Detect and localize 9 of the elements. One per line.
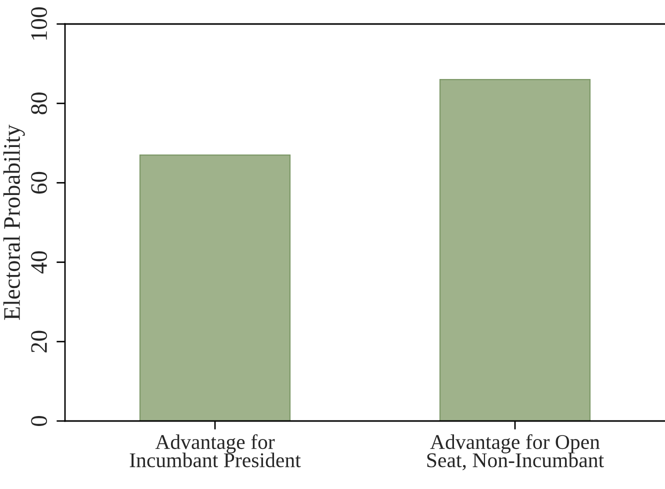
- y-axis-title: Electoral Probability: [3, 124, 25, 320]
- x-tick-label: Advantage for Open Seat, Non-Incumbant: [427, 434, 604, 470]
- y-tick-label: 100: [31, 7, 48, 40]
- y-tick-label: 80: [31, 92, 48, 114]
- y-tick-label: 0: [31, 416, 48, 426]
- y-tick-label: 60: [31, 172, 48, 194]
- y-tick-label: 20: [31, 330, 48, 352]
- x-tick-label: Advantage for Incumbant President: [130, 434, 301, 468]
- y-tick-label: 40: [31, 251, 48, 274]
